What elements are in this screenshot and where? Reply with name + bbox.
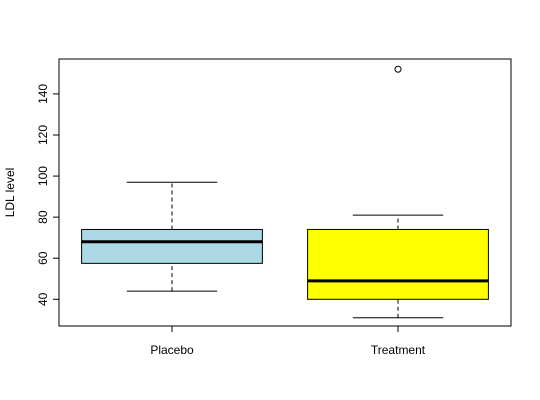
y-tick-label: 60 [36, 251, 50, 265]
x-tick-label-placebo: Placebo [150, 343, 194, 357]
y-axis: 40 60 80 100 120 140 [36, 84, 60, 306]
boxes [81, 65, 489, 319]
y-tick-label: 100 [36, 166, 50, 186]
y-tick-label: 140 [36, 84, 50, 104]
y-axis-title: LDL level [3, 168, 17, 218]
y-tick-label: 80 [36, 210, 50, 224]
iqr-box [81, 228, 263, 264]
iqr-box [307, 228, 489, 300]
x-tick-label-treatment: Treatment [371, 343, 426, 357]
box-treatment [307, 65, 489, 319]
outlier-point [394, 65, 402, 73]
box-placebo [81, 181, 263, 292]
x-axis: Placebo Treatment [150, 326, 426, 357]
y-tick-label: 120 [36, 125, 50, 145]
y-tick-label: 40 [36, 292, 50, 306]
